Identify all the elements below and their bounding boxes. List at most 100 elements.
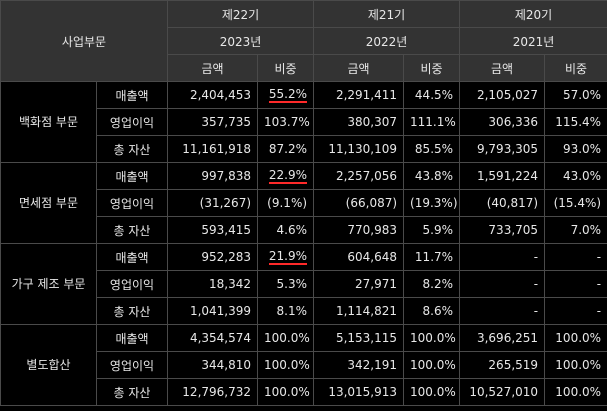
amount-cell: 5,153,115 bbox=[313, 324, 405, 352]
ratio-cell: 111.1% bbox=[403, 108, 461, 136]
segment-name: 면세점 부문 bbox=[0, 162, 97, 244]
ratio-cell: 100.0% bbox=[403, 351, 461, 379]
table-row: 가구 제조 부문 매출액 952,283 21.9% 604,648 11.7%… bbox=[0, 243, 607, 325]
amount-cell: 10,527,010 bbox=[459, 378, 546, 406]
amount-cell: 9,793,305 bbox=[459, 135, 546, 163]
table-row: 영업이익 357,735 103.7% 380,307 111.1% 306,3… bbox=[1, 108, 607, 136]
amount-cell: (66,087) bbox=[313, 189, 405, 217]
row-label: 영업이익 bbox=[95, 351, 169, 379]
amount-cell: 2,257,056 bbox=[313, 162, 405, 190]
amount-cell: - bbox=[459, 270, 546, 298]
period-year-header: 2022년 bbox=[313, 27, 461, 55]
ratio-cell: 7.0% bbox=[544, 216, 607, 244]
amount-cell: 593,415 bbox=[167, 216, 259, 244]
amount-cell: 2,404,453 bbox=[167, 81, 259, 109]
ratio-cell: 43.0% bbox=[544, 162, 607, 190]
ratio-cell: 100.0% bbox=[544, 351, 607, 379]
ratio-cell: 115.4% bbox=[544, 108, 607, 136]
table-row: 총 자산 593,415 4.6% 770,983 5.9% 733,705 7… bbox=[1, 216, 607, 244]
ratio-cell-highlighted: 21.9% bbox=[257, 243, 315, 271]
table-row: 영업이익 18,342 5.3% 27,971 8.2% - - bbox=[1, 270, 607, 298]
amount-cell: 11,161,918 bbox=[167, 135, 259, 163]
amount-cell: - bbox=[459, 297, 546, 325]
business-segment-header: 사업부문 bbox=[0, 0, 169, 82]
row-label: 총 자산 bbox=[95, 135, 169, 163]
table-row: 영업이익 (31,267) (9.1%) (66,087) (19.3%) (4… bbox=[1, 189, 607, 217]
period-term-header: 제20기 bbox=[459, 0, 607, 28]
period-term-header: 제22기 bbox=[167, 0, 315, 28]
ratio-cell: 93.0% bbox=[544, 135, 607, 163]
ratio-cell: 100.0% bbox=[544, 324, 607, 352]
amount-cell: 2,105,027 bbox=[459, 81, 546, 109]
ratio-cell-highlighted: 55.2% bbox=[257, 81, 315, 109]
ratio-cell: 103.7% bbox=[257, 108, 315, 136]
amount-cell: 344,810 bbox=[167, 351, 259, 379]
ratio-cell: 5.9% bbox=[403, 216, 461, 244]
table-row: 백화점 부문 매출액 2,404,453 55.2% 2,291,411 44.… bbox=[0, 81, 607, 163]
ratio-cell: - bbox=[544, 270, 607, 298]
amount-cell: 733,705 bbox=[459, 216, 546, 244]
amount-cell: 2,291,411 bbox=[313, 81, 405, 109]
segment-name: 별도합산 bbox=[0, 324, 97, 406]
amount-cell: 4,354,574 bbox=[167, 324, 259, 352]
amount-cell: 1,041,399 bbox=[167, 297, 259, 325]
row-label: 총 자산 bbox=[95, 216, 169, 244]
amount-cell: 952,283 bbox=[167, 243, 259, 271]
ratio-cell: - bbox=[544, 243, 607, 271]
ratio-cell: (9.1%) bbox=[257, 189, 315, 217]
table-row: 총 자산 12,796,732 100.0% 13,015,913 100.0%… bbox=[1, 378, 607, 406]
amount-cell: 770,983 bbox=[313, 216, 405, 244]
amount-cell: 380,307 bbox=[313, 108, 405, 136]
table-row: 총 자산 1,041,399 8.1% 1,114,821 8.6% - - bbox=[1, 297, 607, 325]
ratio-cell: 8.1% bbox=[257, 297, 315, 325]
ratio-cell: 85.5% bbox=[403, 135, 461, 163]
amount-header: 금액 bbox=[167, 54, 259, 82]
period-term-header: 제21기 bbox=[313, 0, 461, 28]
ratio-cell: 100.0% bbox=[544, 378, 607, 406]
row-label: 영업이익 bbox=[95, 189, 169, 217]
amount-cell: 342,191 bbox=[313, 351, 405, 379]
amount-cell: 306,336 bbox=[459, 108, 546, 136]
ratio-cell-highlighted: 22.9% bbox=[257, 162, 315, 190]
row-label: 영업이익 bbox=[95, 108, 169, 136]
ratio-cell: (19.3%) bbox=[403, 189, 461, 217]
row-label: 매출액 bbox=[95, 324, 169, 352]
amount-cell: 357,735 bbox=[167, 108, 259, 136]
ratio-cell: 5.3% bbox=[257, 270, 315, 298]
amount-cell: (40,817) bbox=[459, 189, 546, 217]
ratio-cell: 57.0% bbox=[544, 81, 607, 109]
ratio-header: 비중 bbox=[403, 54, 461, 82]
row-label: 총 자산 bbox=[95, 297, 169, 325]
amount-cell: 27,971 bbox=[313, 270, 405, 298]
row-label: 매출액 bbox=[95, 162, 169, 190]
row-label: 매출액 bbox=[95, 243, 169, 271]
ratio-cell: 11.7% bbox=[403, 243, 461, 271]
red-underline-highlight: 21.9% bbox=[268, 249, 308, 265]
period-year-header: 2021년 bbox=[459, 27, 607, 55]
row-label: 총 자산 bbox=[95, 378, 169, 406]
amount-cell: 13,015,913 bbox=[313, 378, 405, 406]
table-row: 영업이익 344,810 100.0% 342,191 100.0% 265,5… bbox=[1, 351, 607, 379]
amount-cell: 3,696,251 bbox=[459, 324, 546, 352]
ratio-header: 비중 bbox=[544, 54, 607, 82]
ratio-cell: 100.0% bbox=[257, 378, 315, 406]
amount-header: 금액 bbox=[313, 54, 405, 82]
table-row: 별도합산 매출액 4,354,574 100.0% 5,153,115 100.… bbox=[0, 324, 607, 406]
table-row: 면세점 부문 매출액 997,838 22.9% 2,257,056 43.8%… bbox=[0, 162, 607, 244]
red-underline-highlight: 22.9% bbox=[268, 168, 308, 184]
ratio-cell: 8.6% bbox=[403, 297, 461, 325]
row-label: 영업이익 bbox=[95, 270, 169, 298]
ratio-cell: 8.2% bbox=[403, 270, 461, 298]
ratio-cell: (15.4%) bbox=[544, 189, 607, 217]
amount-cell: - bbox=[459, 243, 546, 271]
table-row: 총 자산 11,161,918 87.2% 11,130,109 85.5% 9… bbox=[1, 135, 607, 163]
ratio-header: 비중 bbox=[257, 54, 315, 82]
period-year-header: 2023년 bbox=[167, 27, 315, 55]
ratio-cell: 87.2% bbox=[257, 135, 315, 163]
ratio-cell: - bbox=[544, 297, 607, 325]
ratio-cell: 100.0% bbox=[257, 324, 315, 352]
ratio-cell: 100.0% bbox=[403, 324, 461, 352]
ratio-cell: 100.0% bbox=[403, 378, 461, 406]
ratio-cell: 43.8% bbox=[403, 162, 461, 190]
